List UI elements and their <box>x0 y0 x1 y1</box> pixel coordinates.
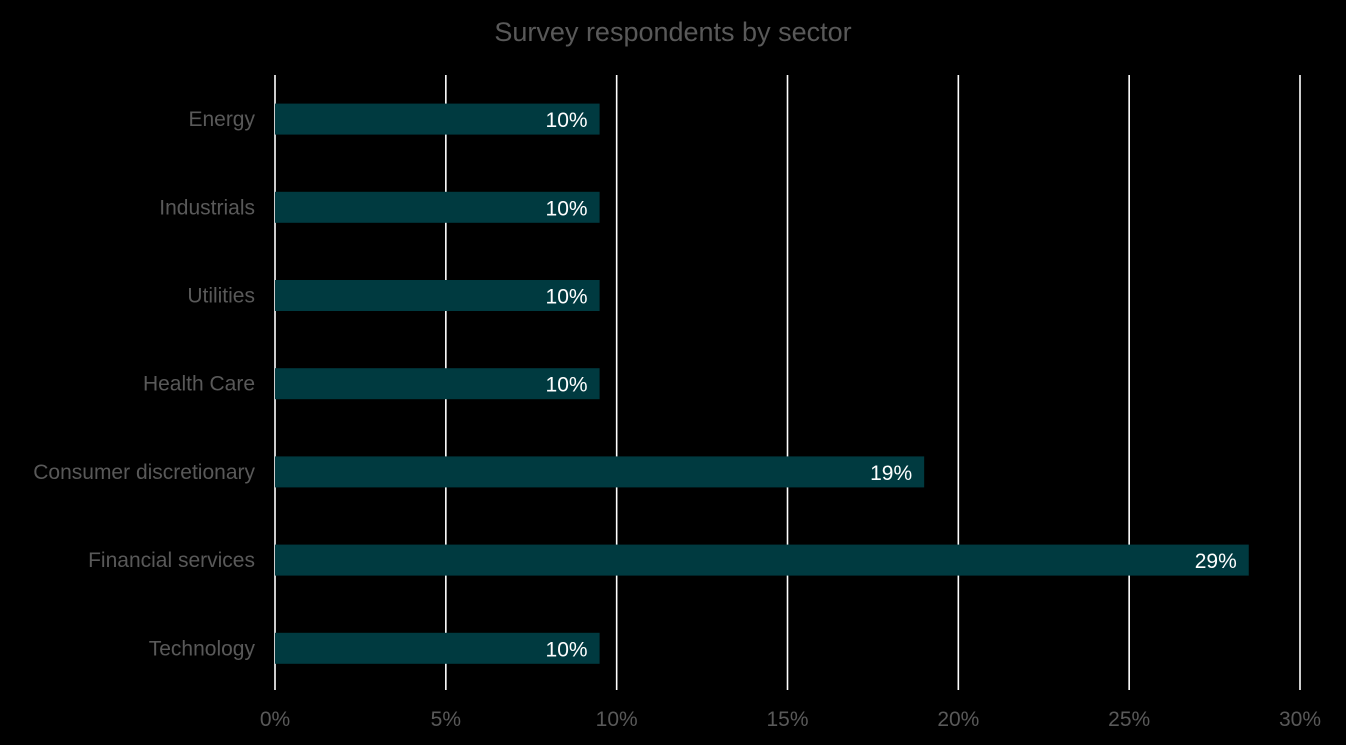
category-labels: Energy Industrials Utilities Health Care Con… <box>33 108 255 660</box>
data-label: 19% <box>870 462 912 485</box>
data-label: 10% <box>546 197 588 220</box>
x-tick-label: 10% <box>596 708 638 731</box>
category-label: Health Care <box>143 373 255 396</box>
category-label: Technology <box>149 637 256 660</box>
data-label: 10% <box>546 374 588 397</box>
x-tick-label: 15% <box>766 708 808 731</box>
bar <box>275 368 600 400</box>
chart-title: Survey respondents by sector <box>494 17 851 47</box>
bar <box>275 103 600 135</box>
x-tick-label: 25% <box>1108 708 1150 731</box>
category-label: Consumer discretionary <box>33 461 255 484</box>
bar <box>275 456 925 488</box>
bar <box>275 280 600 311</box>
x-tick-label: 20% <box>937 708 979 731</box>
data-labels: 10% 10% 10% 10% 19% 29% 10% <box>546 109 1237 661</box>
x-axis-tick-labels: 0% 5% 10% 15% 20% 25% 30% <box>260 708 1321 731</box>
gridlines <box>274 75 1301 690</box>
bars <box>275 103 1249 664</box>
category-label: Financial services <box>88 549 255 572</box>
data-label: 10% <box>546 286 588 309</box>
data-label: 10% <box>546 638 588 661</box>
bar <box>275 544 1249 576</box>
x-tick-label: 0% <box>260 708 290 731</box>
x-tick-label: 5% <box>431 708 461 731</box>
category-label: Utilities <box>187 285 255 308</box>
category-label: Energy <box>188 108 255 131</box>
bar <box>275 191 600 223</box>
category-label: Industrials <box>159 196 255 219</box>
data-label: 10% <box>546 109 588 132</box>
x-tick-label: 30% <box>1279 708 1321 731</box>
data-label: 29% <box>1195 550 1237 573</box>
bar <box>275 632 600 664</box>
